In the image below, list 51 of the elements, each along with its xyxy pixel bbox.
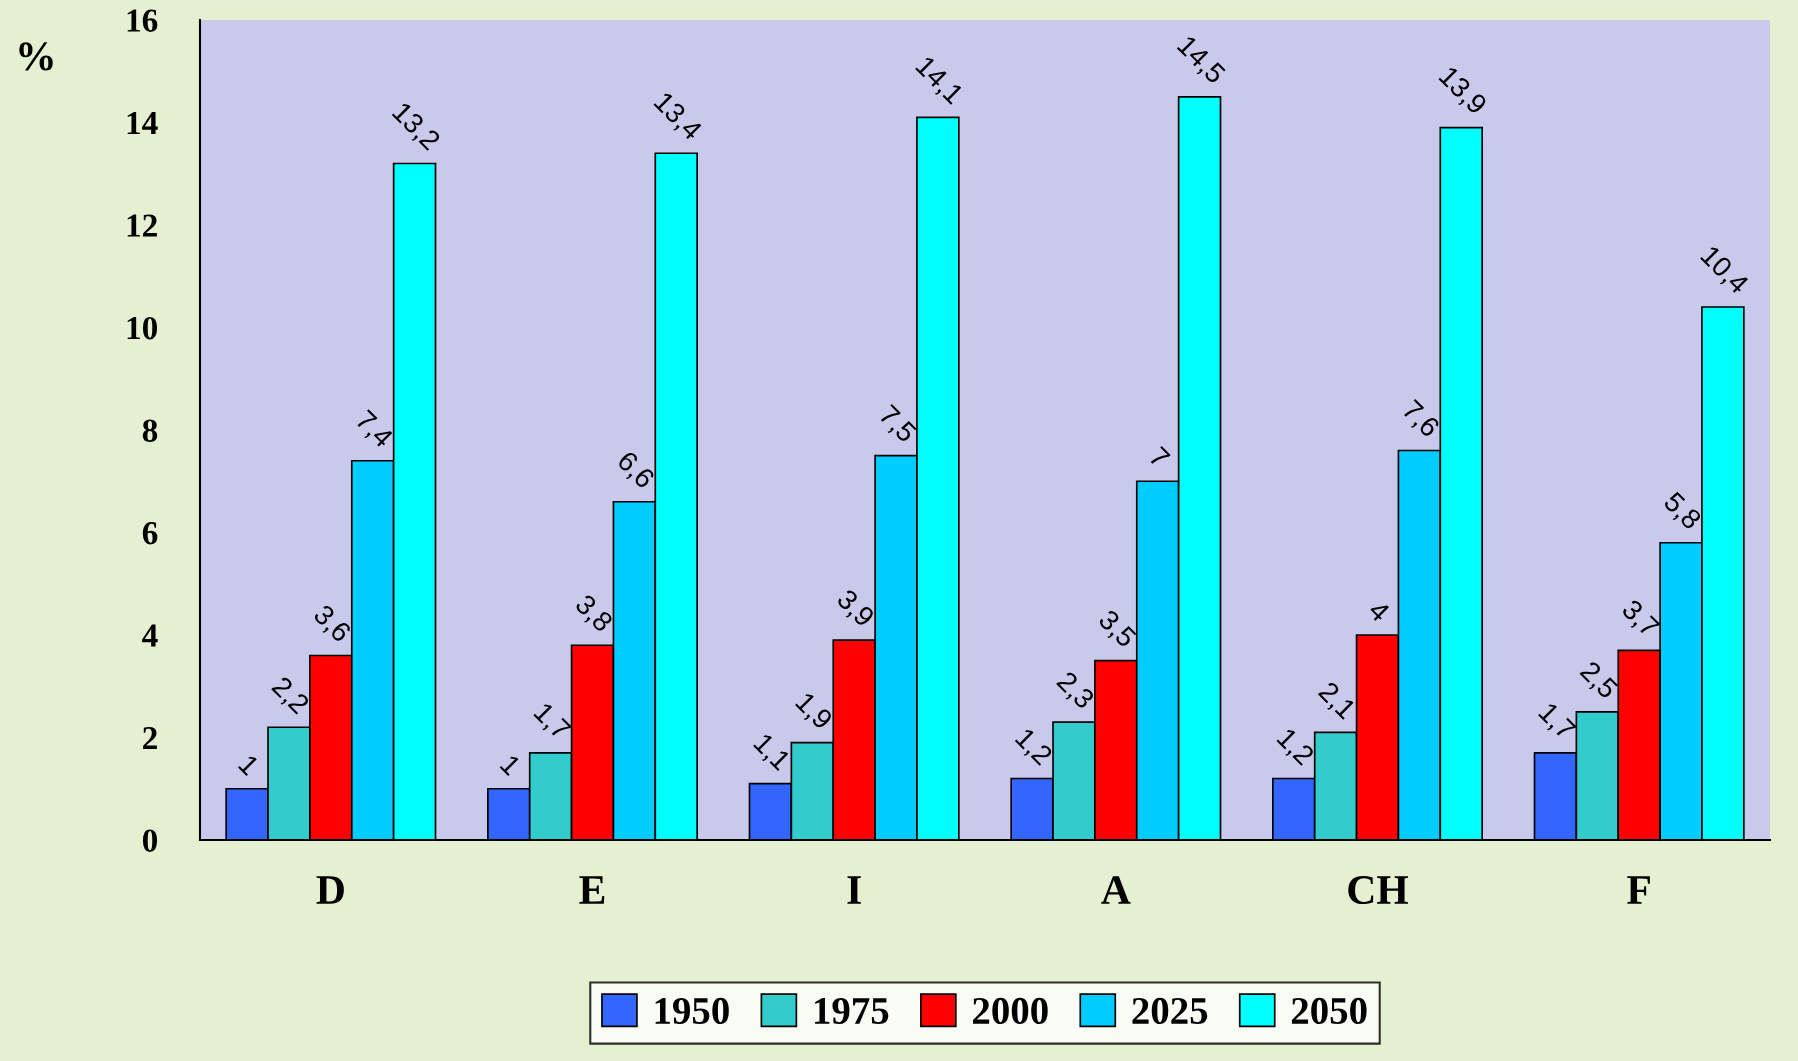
legend-label: 1950 bbox=[655, 997, 729, 1025]
data-label: 1,1 bbox=[750, 732, 792, 774]
y-tick-label: 16 bbox=[127, 9, 158, 32]
data-label: 10,4 bbox=[1697, 244, 1751, 298]
data-label: 4 bbox=[1367, 599, 1391, 623]
x-tick-label: A bbox=[1101, 876, 1131, 904]
data-label: 13,9 bbox=[1436, 65, 1489, 118]
y-tick-label: 4 bbox=[142, 624, 158, 647]
x-tick-label: CH bbox=[1348, 876, 1409, 905]
data-label: 7,6 bbox=[1399, 398, 1441, 441]
data-label: 3,8 bbox=[572, 593, 614, 636]
x-tick-label: F bbox=[1627, 876, 1650, 904]
y-tick-label: 6 bbox=[142, 521, 158, 545]
data-label: 6,6 bbox=[614, 449, 656, 492]
data-label: 3,9 bbox=[833, 588, 876, 630]
data-label: 2,3 bbox=[1053, 670, 1096, 713]
x-tick-label: E bbox=[579, 876, 605, 904]
data-label: 1,9 bbox=[792, 691, 834, 733]
y-axis-title: % bbox=[19, 42, 53, 71]
data-label: 13,2 bbox=[389, 101, 442, 154]
data-label: 7 bbox=[1148, 446, 1171, 469]
x-tick-label: D bbox=[316, 876, 344, 904]
data-label: 3,7 bbox=[1618, 598, 1661, 641]
data-label: 2,5 bbox=[1577, 660, 1619, 702]
y-tick-label: 0 bbox=[142, 829, 158, 852]
data-label: 3,5 bbox=[1095, 608, 1138, 651]
data-label: 13,4 bbox=[651, 91, 704, 144]
data-label: 1,7 bbox=[1535, 701, 1577, 743]
y-tick-label: 10 bbox=[127, 316, 158, 340]
data-label: 1,7 bbox=[530, 701, 572, 743]
data-label: 1 bbox=[499, 754, 522, 777]
legend-label: 1975 bbox=[815, 997, 889, 1025]
data-label: 2,1 bbox=[1315, 680, 1357, 723]
data-label: 3,6 bbox=[310, 603, 353, 646]
data-label: 7,4 bbox=[352, 409, 395, 451]
data-label: 2,2 bbox=[268, 675, 311, 718]
data-label: 1,2 bbox=[1274, 727, 1316, 769]
legend-label: 2025 bbox=[1132, 997, 1208, 1025]
legend-label: 2050 bbox=[1291, 997, 1367, 1025]
y-tick-label: 8 bbox=[142, 419, 158, 442]
data-label: 7,5 bbox=[875, 404, 918, 446]
data-label: 5,8 bbox=[1660, 490, 1703, 533]
legend-label: 2000 bbox=[973, 997, 1048, 1025]
y-tick-label: 12 bbox=[127, 214, 157, 237]
y-tick-label: 14 bbox=[127, 112, 158, 135]
data-label: 14,1 bbox=[912, 55, 965, 108]
x-tick-label: I bbox=[847, 876, 861, 904]
y-tick-label: 2 bbox=[143, 726, 157, 750]
data-label: 14,5 bbox=[1174, 34, 1227, 87]
data-label: 1,2 bbox=[1012, 727, 1054, 769]
data-label: 1 bbox=[238, 754, 261, 777]
